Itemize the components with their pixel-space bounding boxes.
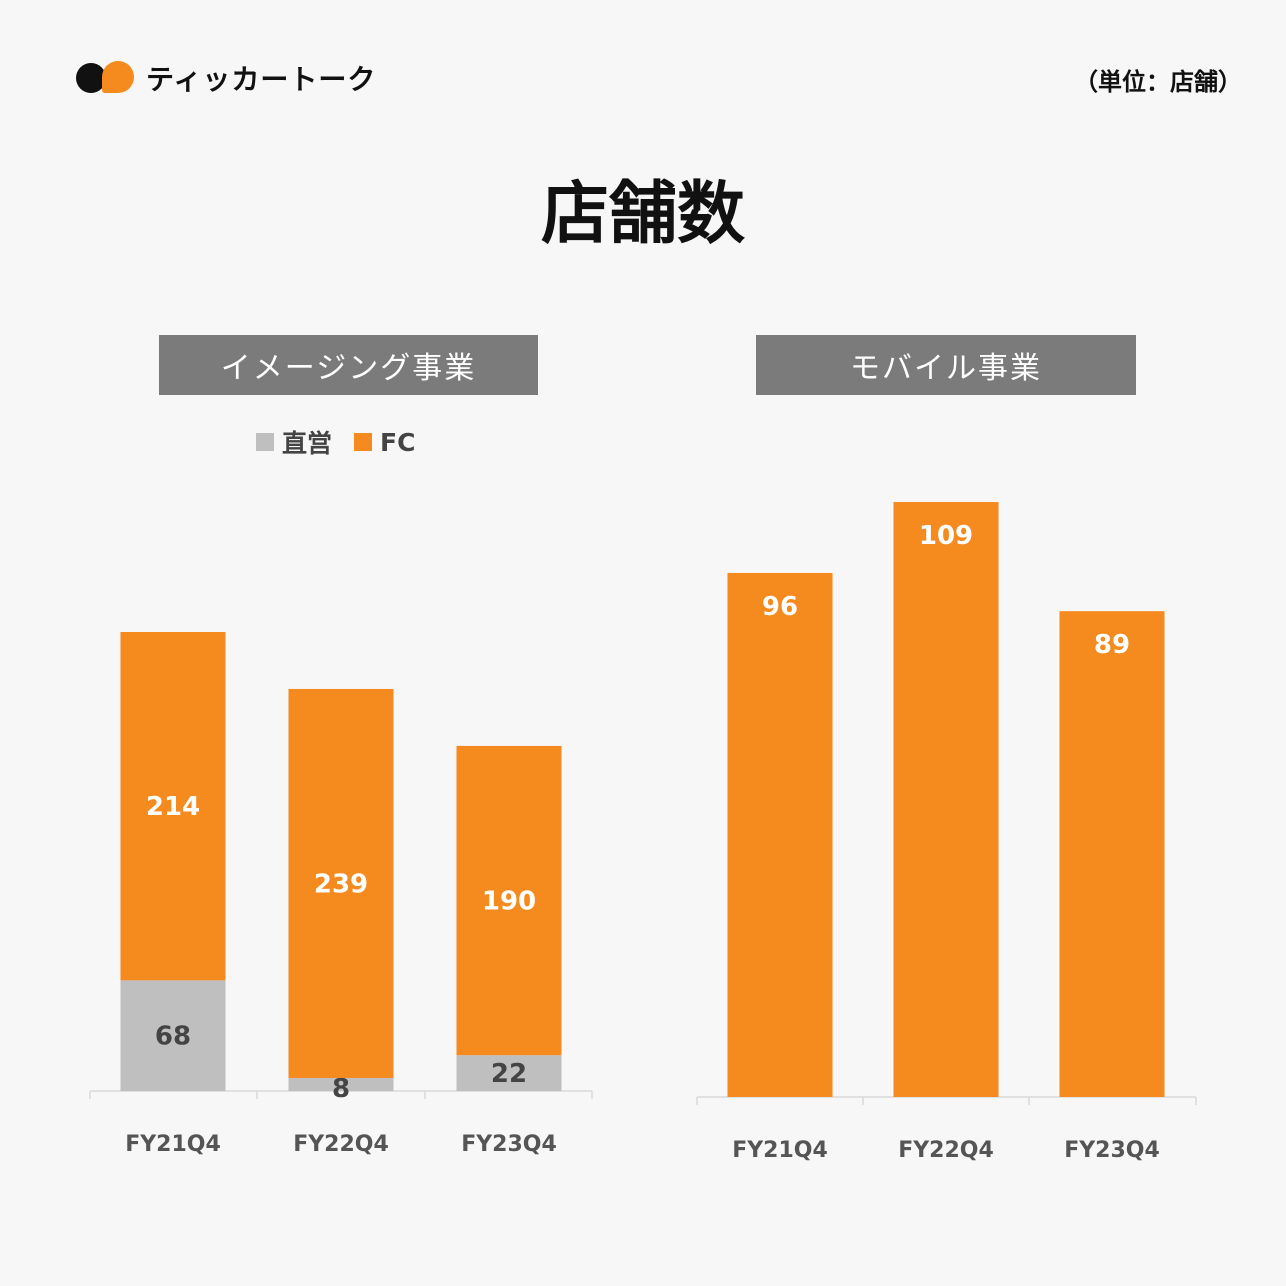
page-title: 店舗数: [540, 175, 745, 254]
mobile-bar-label: 96: [762, 592, 798, 622]
logo: ティッカートーク: [74, 58, 376, 98]
imaging-label-fc: 190: [482, 887, 536, 917]
legend-item-fc: FC: [354, 428, 415, 457]
mobile-tick-label: FY22Q4: [898, 1138, 994, 1163]
mobile-bar: [1059, 611, 1165, 1097]
imaging-tick-label: FY22Q4: [293, 1132, 389, 1157]
imaging-label-direct: 68: [155, 1022, 191, 1052]
imaging-bar-fc: [456, 745, 562, 1056]
mobile-bar: [727, 572, 833, 1097]
legend-label-direct: 直営: [282, 429, 333, 458]
imaging-label-direct: 22: [491, 1059, 527, 1089]
mobile-tick-label: FY23Q4: [1064, 1138, 1160, 1163]
imaging-panel-header: イメージング事業: [159, 335, 538, 395]
legend-swatch-direct: [256, 433, 274, 451]
unit-label: （単位：店舗）: [1074, 68, 1242, 96]
imaging-label-fc: 239: [314, 869, 368, 899]
imaging-bar-fc: [288, 688, 394, 1078]
imaging-bar-direct: [456, 1055, 562, 1091]
logo-mark-icon: [74, 58, 136, 98]
imaging-label-fc: 214: [146, 792, 200, 822]
mobile-bar-label: 109: [919, 521, 973, 551]
imaging-chart: 68 214 FY21Q4 8 239 FY22Q4 22 190 FY23Q4: [89, 632, 593, 1157]
imaging-bar-fc: [120, 632, 226, 981]
mobile-chart: 96 FY21Q4 109 FY22Q4 89 FY23Q4: [696, 502, 1197, 1163]
mobile-panel-header: モバイル事業: [756, 335, 1136, 395]
legend-label-fc: FC: [380, 427, 416, 457]
imaging-tick-label: FY21Q4: [125, 1132, 221, 1157]
imaging-bar-direct: [120, 980, 226, 1091]
imaging-tick-label: FY23Q4: [461, 1132, 557, 1157]
legend: 直営 FC: [256, 424, 437, 460]
imaging-label-direct: 8: [332, 1074, 350, 1104]
legend-item-direct: 直営: [256, 424, 332, 460]
legend-swatch-fc: [354, 433, 373, 451]
mobile-tick-label: FY21Q4: [732, 1138, 828, 1163]
mobile-bar: [893, 502, 999, 1097]
mobile-bar-label: 89: [1094, 630, 1130, 660]
imaging-bar-direct: [288, 1077, 394, 1091]
logo-text: ティッカートーク: [146, 63, 377, 96]
